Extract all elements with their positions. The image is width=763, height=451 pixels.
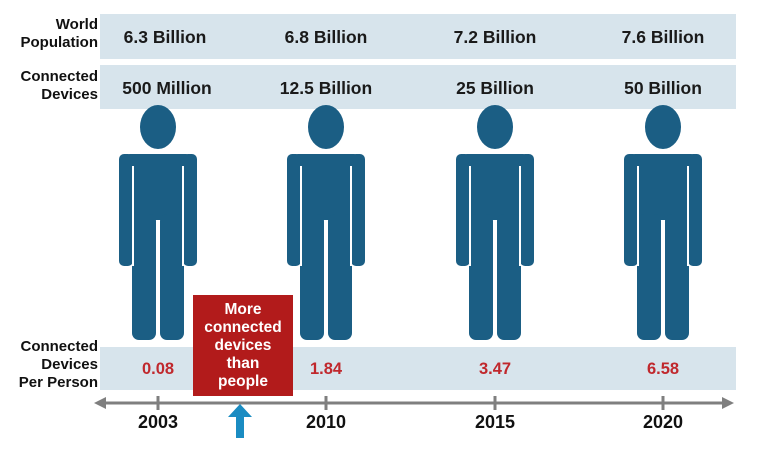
- population-value: 7.6 Billion: [621, 27, 705, 47]
- population-value: 6.8 Billion: [284, 27, 368, 47]
- per-person-value: 1.84: [309, 360, 343, 378]
- arrow-up-icon: [228, 404, 252, 438]
- year-label: 2020: [642, 412, 684, 432]
- year-label: 2015: [474, 412, 516, 432]
- year-label: 2010: [305, 412, 347, 432]
- devices-value: 12.5 Billion: [279, 78, 373, 98]
- population-value: 6.3 Billion: [123, 27, 207, 47]
- person-icon: [119, 105, 197, 340]
- person-icon: [287, 105, 365, 340]
- row-label-devices-per-person: Connected Devices Per Person: [18, 338, 98, 391]
- devices-value: 50 Billion: [624, 78, 702, 98]
- devices-band: [100, 65, 736, 109]
- year-label: 2003: [137, 412, 179, 432]
- per-person-value: 0.08: [141, 360, 175, 378]
- devices-value: 25 Billion: [456, 78, 534, 98]
- per-person-value: 3.47: [478, 360, 512, 378]
- person-icon: [624, 105, 702, 340]
- per-person-value: 6.58: [646, 360, 680, 378]
- row-label-world-population: World Population: [20, 16, 99, 51]
- more-devices-than-people-callout: More connected devices than people: [193, 295, 293, 396]
- population-band: [100, 14, 736, 59]
- person-icon: [456, 105, 534, 340]
- population-value: 7.2 Billion: [453, 27, 537, 47]
- devices-value: 500 Million: [122, 78, 212, 98]
- row-label-connected-devices: Connected Devices: [20, 68, 98, 103]
